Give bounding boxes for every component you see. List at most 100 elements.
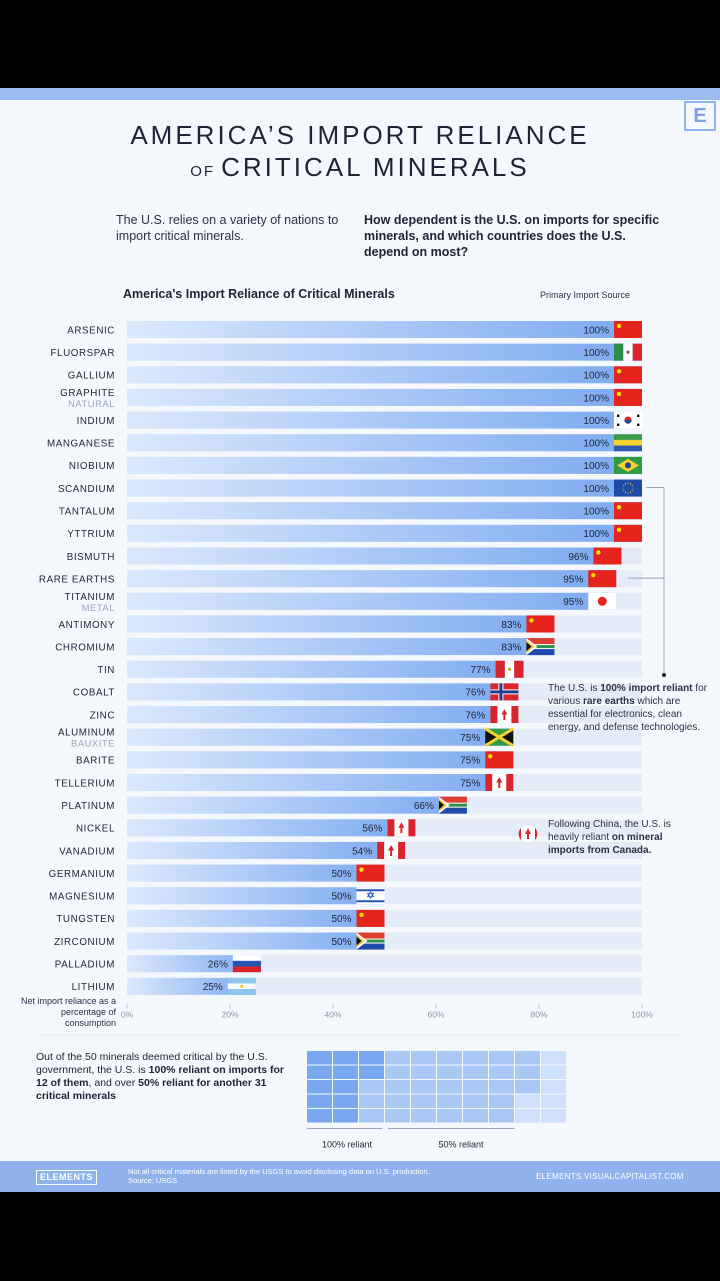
category-label-barite: BARITE [76,756,115,767]
flag-russia-icon [232,955,261,973]
waffle-cell [385,1109,410,1123]
flag-japan-icon [588,592,617,610]
value-label-rare-earths: 95% [563,574,583,585]
waffle-cell [307,1080,332,1094]
waffle-cell [437,1051,462,1065]
category-label-arsenic: ARSENIC [67,325,115,336]
flag-south-korea-icon [614,411,642,429]
bar-chromium [127,638,555,656]
waffle-cell [515,1080,540,1094]
bar-lithium [127,977,256,995]
bar-germanium [127,864,385,882]
category-label-palladium: PALLADIUM [55,960,115,971]
value-label-zirconium: 50% [331,937,351,948]
value-label-bismuth: 96% [568,552,588,563]
flag-china-icon [485,751,514,769]
category-label-tantalum: TANTALUM [59,507,115,518]
import-reliance-chart: 100% ARSENIC 100% FLUORSPAR 100% GALLIUM 100% G… [36,321,684,1150]
waffle-cell [359,1080,384,1094]
note1-mid: for various [548,683,707,707]
value-label-tantalum: 100% [583,507,609,518]
category-label-zirconium: ZIRCONIUM [54,937,115,948]
summary-bold-1: 100% reliant on imports for 12 of them [36,1064,285,1089]
flag-china-icon [356,864,385,882]
flag-china-icon [588,570,617,588]
footer-bar: ELEMENTS Not all critical materials are … [0,1161,720,1192]
flag-israel-icon [356,887,385,905]
waffle-cell [333,1094,358,1108]
value-label-germanium: 50% [331,869,351,880]
category-label-nickel: NICKEL [76,824,115,835]
waffle-cell [463,1094,488,1108]
title-line-2-text: CRITICAL MINERALS [221,152,530,182]
intro-question-text: How dependent is the U.S. on imports for… [364,213,660,259]
note1-bold-1: 100% import reliant [600,683,693,694]
bar-barite [127,751,514,769]
waffle-cell [541,1051,566,1065]
bar-nickel [127,819,416,837]
note2-pre: Following China, the U.S. is heavily rel… [548,819,671,843]
value-label-antimony: 83% [501,620,521,631]
waffle-cell [463,1080,488,1094]
waffle-cell [541,1080,566,1094]
waffle-cell [385,1080,410,1094]
bar-bismuth [127,547,622,565]
note1-post: which are essential for electronics, cle… [548,696,701,733]
flag-brazil-icon [614,456,642,474]
bar-platinum [127,796,467,814]
waffle-cell [307,1109,332,1123]
waffle-cell [359,1065,384,1079]
footer-url[interactable]: ELEMENTS.VISUALCAPITALIST.COM [536,1172,684,1181]
flag-mexico-icon [614,343,642,361]
canada-note: Following China, the U.S. is heavily rel… [548,818,698,857]
bar-yttrium [127,524,642,542]
summary-mid: , and over [88,1077,139,1089]
value-label-fluorspar: 100% [583,348,609,359]
waffle-cell [359,1094,384,1108]
category-label-aluminum: ALUMINUM [58,728,115,739]
rare-earths-bracket [628,487,666,677]
category-label-zinc: ZINC [90,710,115,721]
label-50-reliant: 50% reliant [438,1140,484,1150]
x-tick-label: 0% [121,1010,134,1020]
page-title-line-2: OF CRITICAL MINERALS [0,152,720,183]
flag-china-icon [526,615,555,633]
waffle-cell [411,1109,436,1123]
bar-arsenic [127,321,642,338]
value-label-niobium: 100% [583,461,609,472]
infographic-frame: E AMERICA’S IMPORT RELIANCE OF CRITICAL M… [0,88,720,1192]
chart-title: America's Import Reliance of Critical Mi… [123,287,395,301]
flag-canada-icon [377,841,406,859]
label-100-reliant: 100% reliant [322,1140,373,1150]
category-label-rare-earths: RARE EARTHS [39,574,115,585]
note1-bold-2: rare earths [583,696,635,707]
category-label-niobium: NIOBIUM [69,461,115,472]
category-label-platinum: PLATINUM [61,801,115,812]
summary-bold-2: 50% reliant for another 31 critical mine… [36,1077,267,1102]
waffle-cell [463,1065,488,1079]
category-label-tin: TIN [97,665,115,676]
flag-gabon-icon [614,434,642,452]
category-label-vanadium: VANADIUM [59,846,115,857]
category-sublabel-aluminum: BAUXITE [71,739,115,749]
category-label-yttrium: YTTRIUM [67,529,115,540]
footer-note: Not all critical materials are listed by… [128,1167,518,1185]
flag-european-union-icon [614,479,642,497]
waffle-cell [411,1080,436,1094]
value-label-vanadium: 54% [352,846,372,857]
value-label-titanium: 95% [563,597,583,608]
waffle-cell [515,1065,540,1079]
x-tick-label: 80% [530,1010,547,1020]
waffle-cell [489,1109,514,1123]
flag-norway-icon [490,683,519,701]
footer-source: Source: USGS [128,1176,178,1185]
flag-china-icon [614,321,642,338]
category-label-fluorspar: FLUORSPAR [50,348,115,359]
value-label-aluminum: 75% [460,733,480,744]
value-label-tungsten: 50% [331,914,351,925]
waffle-cell [411,1065,436,1079]
waffle-cell [489,1065,514,1079]
value-label-barite: 75% [460,756,480,767]
bar-rare-earths [127,570,617,588]
bar-cobalt [127,683,519,701]
